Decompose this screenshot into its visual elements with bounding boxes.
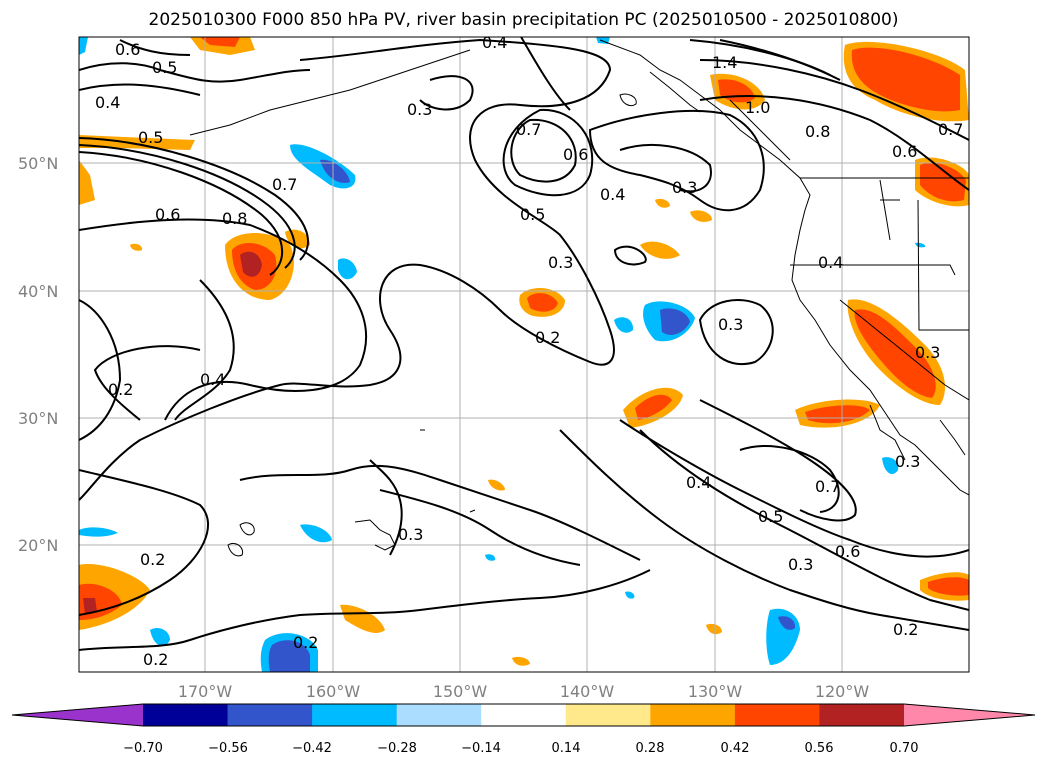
contour-label: 0.3	[407, 100, 432, 119]
contour-label: 0.5	[138, 128, 163, 147]
colorbar-tick-label: −0.28	[377, 741, 417, 756]
longitude-labels: 170°W 160°W 150°W 140°W 130°W 120°W	[178, 682, 870, 701]
lat-label: 20°N	[18, 536, 58, 555]
contour-label: 0.3	[548, 253, 573, 272]
colorbar-tick-label: 0.56	[805, 741, 834, 756]
contour-label: 0.6	[563, 145, 588, 164]
lon-label: 130°W	[688, 682, 743, 701]
lon-label: 170°W	[178, 682, 233, 701]
colorbar-tick-label: 0.70	[890, 741, 919, 756]
lon-label: 140°W	[560, 682, 615, 701]
contour-label: 0.2	[140, 550, 165, 569]
colorbar-segment	[650, 704, 736, 726]
contour-label: 0.3	[718, 315, 743, 334]
pv-contours	[79, 37, 969, 651]
colorbar-outline	[11, 703, 1036, 727]
colorbar-segment	[227, 704, 313, 726]
contour-label: 0.6	[892, 142, 917, 161]
precip-shading-negative	[79, 37, 926, 672]
contour-label: 0.8	[222, 209, 247, 228]
colorbar-tick-label: 0.28	[636, 741, 665, 756]
contour-label: 0.3	[895, 452, 920, 471]
colorbar-ticks: −0.70 −0.56 −0.42 −0.28 −0.14 0.14 0.28 …	[123, 741, 918, 756]
map-gridlines	[79, 37, 969, 672]
lat-label: 40°N	[18, 282, 58, 301]
contour-label: 0.4	[200, 370, 225, 389]
colorbar-tick-label: −0.56	[208, 741, 248, 756]
contour-label: 0.2	[535, 328, 560, 347]
colorbar-tick-label: 0.14	[552, 741, 581, 756]
contour-label: 0.8	[805, 122, 830, 141]
lat-label: 50°N	[18, 154, 58, 173]
contour-label: 0.6	[115, 40, 140, 59]
contour-label: 0.6	[155, 205, 180, 224]
contour-label: 0.2	[893, 620, 918, 639]
precip-shading-positive	[79, 37, 969, 666]
contour-label: 0.4	[600, 185, 625, 204]
contour-label: 0.7	[516, 120, 541, 139]
colorbar-segment	[819, 704, 905, 726]
coastlines	[189, 39, 969, 557]
colorbar-tick-label: 0.42	[721, 741, 750, 756]
figure-title: 2025010300 F000 850 hPa PV, river basin …	[148, 10, 899, 30]
contour-label: 0.5	[520, 205, 545, 224]
contour-label: 1.4	[712, 53, 737, 72]
contour-labels: 0.6 0.5 0.4 0.4 0.3 0.7 0.6 1.4 1.0 0.8 …	[95, 33, 963, 669]
contour-label: 0.4	[686, 473, 711, 492]
lon-label: 120°W	[815, 682, 870, 701]
contour-label: 0.3	[788, 555, 813, 574]
lon-label: 150°W	[433, 682, 488, 701]
contour-label: 1.0	[745, 98, 770, 117]
lat-label: 30°N	[18, 409, 58, 428]
contour-label: 0.2	[293, 633, 318, 652]
lon-label: 160°W	[306, 682, 361, 701]
contour-label: 0.2	[108, 380, 133, 399]
colorbar-extend-low	[12, 704, 143, 726]
colorbar-segment	[481, 704, 567, 726]
contour-label: 0.7	[815, 477, 840, 496]
colorbar-tick-label: −0.70	[123, 741, 163, 756]
colorbar-extend-high	[904, 704, 1035, 726]
contour-label: 0.7	[938, 120, 963, 139]
colorbar-segment	[312, 704, 398, 726]
contour-label: 0.3	[672, 178, 697, 197]
contour-label: 0.4	[482, 33, 507, 52]
colorbar-segment	[143, 704, 229, 726]
colorbar-segment	[396, 704, 482, 726]
colorbar	[11, 703, 1036, 727]
contour-label: 0.7	[272, 175, 297, 194]
colorbar-tick-label: −0.42	[292, 741, 332, 756]
contour-label: 0.5	[152, 58, 177, 77]
contour-label: 0.2	[143, 650, 168, 669]
contour-label: 0.3	[398, 525, 423, 544]
contour-label: 0.5	[758, 507, 783, 526]
contour-label: 0.4	[818, 253, 843, 272]
latitude-labels: 50°N 40°N 30°N 20°N	[18, 154, 58, 555]
contour-label: 0.6	[835, 542, 860, 561]
contour-label: 0.4	[95, 93, 120, 112]
map-frame	[78, 36, 970, 673]
colorbar-segment	[734, 704, 820, 726]
colorbar-tick-label: −0.14	[461, 741, 501, 756]
colorbar-segment	[565, 704, 651, 726]
contour-label: 0.3	[915, 343, 940, 362]
